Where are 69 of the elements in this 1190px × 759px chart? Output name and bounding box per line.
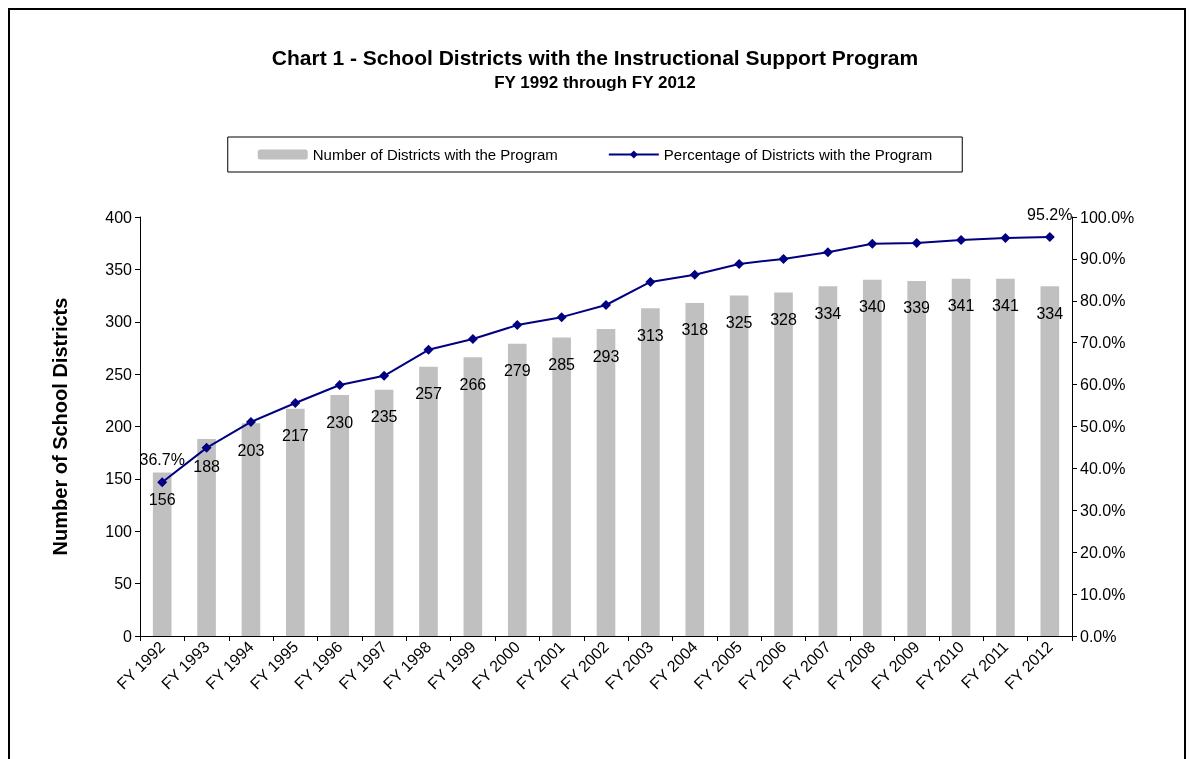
point bbox=[734, 258, 745, 269]
data-label: 257 bbox=[415, 385, 442, 403]
y-tick-label: 400 bbox=[105, 208, 133, 226]
point bbox=[334, 380, 345, 391]
data-label: 217 bbox=[281, 427, 309, 445]
point bbox=[778, 253, 789, 264]
y-tick-label: 150 bbox=[105, 470, 133, 488]
point bbox=[911, 237, 922, 248]
data-label: 334 bbox=[1036, 304, 1064, 322]
y2-tick-label: 100.0% bbox=[1080, 208, 1135, 226]
y-tick-label: 50 bbox=[114, 575, 133, 593]
data-label: 203 bbox=[237, 441, 265, 459]
data-label: 341 bbox=[992, 297, 1019, 315]
y-tick-label: 100 bbox=[105, 522, 133, 540]
data-label: 334 bbox=[814, 304, 842, 322]
point bbox=[867, 238, 878, 249]
data-label: 230 bbox=[326, 413, 354, 431]
y-tick-label: 0 bbox=[123, 627, 133, 645]
point bbox=[201, 442, 212, 453]
data-label: 95.2% bbox=[1027, 205, 1073, 223]
chart-subtitle: FY 1992 through FY 2012 bbox=[494, 73, 696, 92]
point bbox=[379, 370, 390, 381]
point bbox=[1000, 232, 1011, 243]
point bbox=[1044, 232, 1055, 243]
data-label: 340 bbox=[858, 298, 886, 316]
legend-label: Number of Districts with the Program bbox=[312, 146, 558, 163]
point bbox=[512, 320, 523, 331]
y2-tick-label: 70.0% bbox=[1080, 334, 1126, 352]
y-tick-label: 300 bbox=[105, 313, 133, 331]
point bbox=[822, 247, 833, 258]
y2-tick-label: 40.0% bbox=[1080, 459, 1126, 477]
y2-tick-label: 50.0% bbox=[1080, 418, 1126, 435]
data-label: 341 bbox=[947, 297, 975, 315]
y-tick-label: 200 bbox=[105, 418, 133, 435]
y2-tick-label: 10.0% bbox=[1080, 585, 1126, 603]
y-tick-label: 350 bbox=[105, 260, 133, 278]
data-label: 318 bbox=[681, 321, 709, 339]
point bbox=[423, 344, 434, 355]
point bbox=[245, 416, 256, 427]
y2-tick-label: 30.0% bbox=[1080, 501, 1126, 519]
point bbox=[290, 398, 301, 409]
y2-tick-label: 60.0% bbox=[1080, 376, 1126, 394]
y2-tick-label: 90.0% bbox=[1080, 250, 1126, 268]
y-tick-label: 250 bbox=[105, 365, 133, 383]
legend-label: Percentage of Districts with the Program bbox=[663, 146, 933, 163]
data-label: 279 bbox=[503, 362, 531, 380]
data-label: 266 bbox=[459, 375, 487, 393]
data-label: 325 bbox=[725, 314, 753, 332]
point bbox=[556, 312, 567, 323]
data-label: 188 bbox=[193, 457, 221, 475]
data-label: 293 bbox=[592, 347, 620, 365]
data-label: 235 bbox=[370, 408, 398, 426]
data-label: 339 bbox=[903, 299, 931, 317]
y-axis-title: Number of School Districts bbox=[49, 297, 71, 556]
point bbox=[689, 269, 700, 280]
point bbox=[645, 276, 656, 287]
y2-tick-label: 20.0% bbox=[1080, 543, 1126, 561]
y2-tick-label: 80.0% bbox=[1080, 292, 1126, 310]
point bbox=[956, 235, 967, 246]
data-label: 36.7% bbox=[139, 450, 185, 468]
point bbox=[157, 477, 168, 488]
data-label: 328 bbox=[770, 310, 797, 328]
chart-title: Chart 1 - School Districts with the Instructional Support Program bbox=[271, 46, 919, 69]
data-label: 285 bbox=[548, 355, 576, 373]
point bbox=[601, 299, 611, 310]
data-label: 156 bbox=[148, 491, 176, 509]
point bbox=[467, 333, 478, 344]
y2-tick-label: 0.0% bbox=[1080, 627, 1117, 645]
data-label: 313 bbox=[637, 326, 664, 344]
